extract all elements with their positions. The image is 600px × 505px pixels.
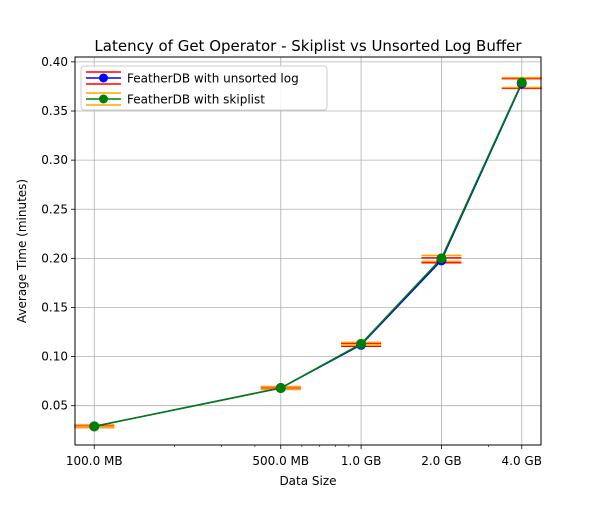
legend-label: FeatherDB with unsorted log [127, 72, 299, 86]
x-tick-label: 500.0 MB [252, 454, 309, 468]
data-point [275, 383, 286, 394]
legend-marker [99, 73, 108, 83]
data-point [356, 338, 367, 349]
data-point [436, 253, 447, 264]
error-bars [74, 76, 542, 429]
x-tick-label: 2.0 GB [421, 454, 461, 468]
plot-frame [74, 56, 542, 446]
x-tick-label: 4.0 GB [502, 454, 542, 468]
y-tick-label: 0.10 [41, 350, 68, 364]
data-point [89, 421, 100, 432]
y-tick-label: 0.40 [41, 55, 68, 69]
legend-box [80, 65, 328, 111]
y-tick-label: 0.30 [41, 153, 68, 167]
axis-ticks: 0.05 0.10 0.15 0.20 0.25 0.30 0.35 0.40 100.0 MB… [41, 55, 542, 468]
legend-label: FeatherDB with skiplist [127, 93, 265, 107]
x-tick-label: 1.0 GB [341, 454, 381, 468]
y-tick-label: 0.15 [41, 300, 68, 314]
legend: FeatherDB with unsorted log FeatherDB wit… [80, 65, 328, 111]
x-axis-label: Data Size [279, 474, 336, 488]
y-tick-label: 0.20 [41, 251, 68, 265]
chart-title: Latency of Get Operator - Skiplist vs Un… [94, 37, 522, 55]
data-point [516, 77, 527, 88]
y-axis-label: Average Time (minutes) [15, 179, 29, 323]
legend-marker [99, 94, 108, 104]
y-tick-label: 0.25 [41, 202, 68, 216]
y-tick-label: 0.05 [41, 399, 68, 413]
series-line [94, 82, 523, 428]
y-tick-label: 0.35 [41, 104, 68, 118]
x-tick-label: 100.0 MB [66, 454, 123, 468]
grid [75, 57, 541, 445]
series-lines [89, 77, 527, 432]
